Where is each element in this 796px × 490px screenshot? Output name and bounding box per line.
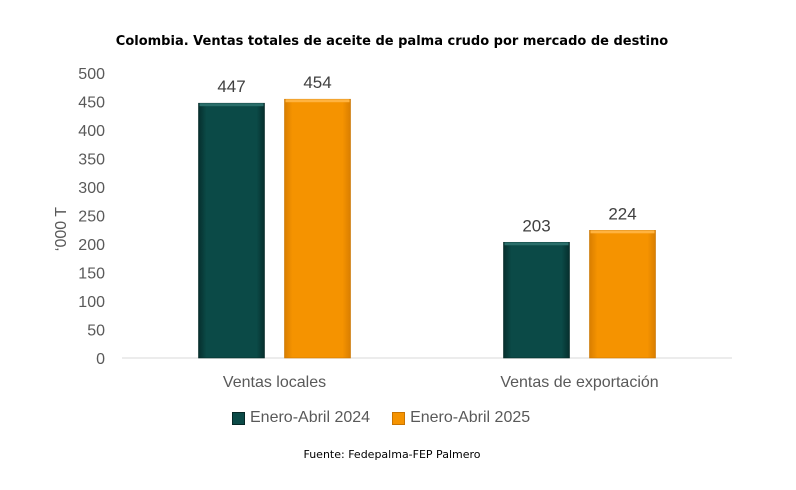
y-tick-label: 150 bbox=[78, 266, 105, 283]
category-label: Ventas locales bbox=[223, 374, 326, 391]
legend-item: Enero-Abril 2025 bbox=[392, 409, 530, 427]
legend-label: Enero-Abril 2025 bbox=[410, 409, 531, 426]
data-label: 203 bbox=[522, 216, 550, 235]
y-tick-label: 100 bbox=[78, 294, 105, 311]
plot-area: ‘000 T 0 50 100 150 200 250 300 350 400 450 500 44… bbox=[53, 66, 732, 391]
y-tick-label: 300 bbox=[78, 180, 105, 197]
y-tick-label: 350 bbox=[78, 152, 105, 169]
data-label: 224 bbox=[608, 204, 636, 223]
y-tick-label: 250 bbox=[78, 209, 105, 226]
y-tick-label: 0 bbox=[96, 351, 105, 368]
bar-bevel bbox=[504, 242, 569, 246]
bar-bevel bbox=[285, 99, 350, 103]
bar-2025-exportacion bbox=[589, 230, 656, 359]
bar-bevel bbox=[590, 230, 655, 234]
legend-swatch bbox=[232, 411, 245, 425]
bar-2024-exportacion bbox=[503, 241, 570, 359]
source-note: Fuente: Fedepalma-FEP Palmero bbox=[303, 448, 481, 461]
data-label: 447 bbox=[217, 77, 245, 96]
y-axis-label: ‘000 T bbox=[53, 207, 70, 251]
legend: Enero-Abril 2024 Enero-Abril 2025 bbox=[232, 409, 530, 427]
bar-bevel bbox=[199, 103, 264, 107]
legend-swatch bbox=[392, 411, 406, 425]
legend-item: Enero-Abril 2024 bbox=[232, 409, 370, 427]
data-label: 454 bbox=[303, 73, 331, 92]
y-tick-label: 50 bbox=[87, 323, 105, 340]
y-tick-label: 400 bbox=[78, 123, 105, 140]
chart-title: Colombia. Ventas totales de aceite de pa… bbox=[115, 34, 669, 49]
y-tick-label: 450 bbox=[78, 95, 105, 112]
y-tick-label: 200 bbox=[78, 237, 105, 254]
bar-2025-locales bbox=[284, 98, 351, 359]
category-label: Ventas de exportación bbox=[500, 374, 658, 391]
legend-label: Enero-Abril 2024 bbox=[250, 409, 371, 426]
y-tick-label: 500 bbox=[78, 66, 105, 83]
bar-2024-locales bbox=[198, 102, 265, 359]
